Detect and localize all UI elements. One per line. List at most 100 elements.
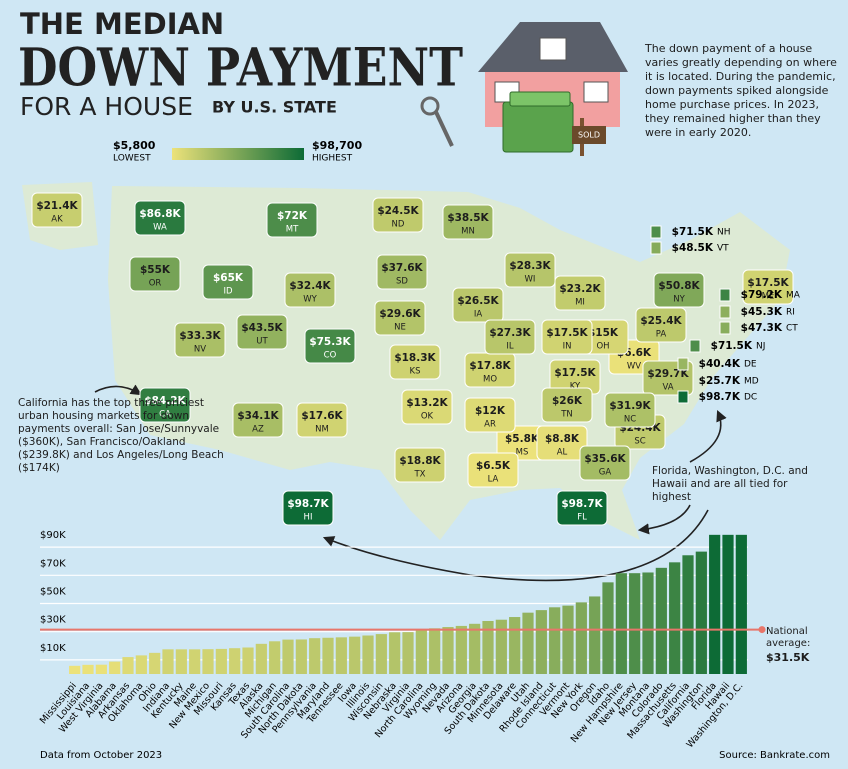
state-value: $17.5K — [747, 277, 789, 289]
state — [467, 452, 519, 488]
state-value: $98.7K — [287, 498, 329, 510]
state — [677, 357, 689, 371]
state-abbr: WA — [153, 223, 167, 233]
state-value: $6.5K — [476, 460, 511, 472]
state-abbr: OH — [596, 342, 609, 352]
svg-text:SOLD: SOLD — [578, 131, 600, 140]
bar — [162, 649, 174, 674]
state-value: $72K — [277, 210, 308, 222]
house-illustration: SOLD — [420, 22, 628, 156]
y-tick-label: $10K — [40, 643, 66, 654]
bar — [549, 607, 561, 674]
bar — [415, 629, 427, 674]
state-value: $26.5K — [457, 295, 499, 307]
bar — [95, 664, 107, 674]
bar — [509, 617, 521, 674]
state-abbr: MO — [483, 375, 497, 385]
state-abbr: PA — [656, 330, 667, 340]
state — [374, 300, 426, 336]
state — [202, 264, 254, 300]
state-abbr: NM — [315, 425, 329, 435]
bar — [135, 655, 147, 674]
annotation: California has the top three priciest ur… — [18, 397, 224, 474]
state-value: $15K — [588, 327, 619, 339]
state-value: $29.7K — [647, 368, 689, 380]
bar — [295, 639, 307, 674]
bar — [655, 567, 667, 674]
state-value: $29.6K — [379, 308, 421, 320]
state-value: $84.2K — [144, 395, 186, 407]
state-value: $55K — [140, 264, 171, 276]
bar — [562, 605, 574, 674]
state-value: $5.8K — [505, 433, 540, 445]
state-value: $38.5K — [447, 212, 489, 224]
state — [742, 269, 794, 305]
state — [689, 339, 701, 353]
state — [304, 328, 356, 364]
state-value: $27.3K — [489, 327, 531, 339]
state-abbr: NE — [394, 323, 406, 333]
state — [677, 390, 689, 404]
state-value: $48.5K — [672, 242, 714, 254]
state-abbr: SC — [634, 437, 645, 447]
bar — [269, 641, 281, 674]
state-value: $33.3K — [179, 330, 221, 342]
state-abbr: FL — [577, 513, 587, 523]
state — [296, 402, 348, 438]
state-value: $28.3K — [509, 260, 551, 272]
bar — [642, 572, 654, 674]
state-abbr: NY — [673, 295, 685, 305]
state — [129, 256, 181, 292]
state — [719, 305, 731, 319]
arrow — [94, 384, 142, 396]
bar — [522, 612, 534, 674]
color-scale — [172, 148, 304, 160]
state-value: $24.5K — [377, 205, 419, 217]
state-abbr: IL — [506, 342, 514, 352]
state-abbr: OR — [149, 279, 162, 289]
state-abbr: LA — [488, 475, 499, 485]
y-tick-label: $90K — [40, 530, 66, 541]
state-abbr: OK — [421, 412, 434, 422]
state-value: $17.8K — [469, 360, 511, 372]
legend-max-label: HIGHEST — [312, 154, 353, 164]
state — [174, 322, 226, 358]
state-value: $40.4K — [699, 358, 741, 370]
bar — [229, 648, 241, 674]
state-abbr: ME — [762, 292, 775, 302]
state-value: $71.5K — [711, 340, 753, 352]
state-abbr: NH — [717, 228, 731, 238]
bar — [375, 634, 387, 674]
state — [541, 387, 593, 423]
bar — [202, 649, 214, 674]
state-abbr: WY — [303, 295, 317, 305]
state-abbr: TX — [413, 470, 425, 480]
state-abbr: MN — [461, 227, 475, 237]
bar — [389, 632, 401, 674]
state-abbr: NC — [624, 415, 636, 425]
title-line: FOR A HOUSE — [20, 92, 193, 121]
state-value: $8.8K — [545, 433, 580, 445]
arrow — [637, 504, 691, 535]
state-value: $35.6K — [584, 453, 626, 465]
state — [504, 252, 556, 288]
state-abbr: NJ — [756, 342, 765, 352]
title-main: DOWN PAYMENT — [18, 38, 463, 99]
state-value: $98.7K — [561, 498, 603, 510]
state-value: $17.5K — [554, 367, 596, 379]
bar — [589, 596, 601, 674]
legend-min: $5,800 — [113, 139, 156, 152]
bar — [429, 628, 441, 674]
bar — [455, 625, 467, 674]
state-value: $79.2K — [741, 289, 783, 301]
state — [579, 445, 631, 481]
state-value: $45.3K — [741, 306, 783, 318]
state-value: $26K — [552, 395, 583, 407]
state — [653, 272, 705, 308]
state-abbr: CT — [786, 324, 798, 334]
state-value: $43.5K — [241, 322, 283, 334]
bar — [735, 534, 747, 674]
state-abbr: KY — [570, 382, 581, 392]
bar — [335, 637, 347, 674]
state — [635, 307, 687, 343]
